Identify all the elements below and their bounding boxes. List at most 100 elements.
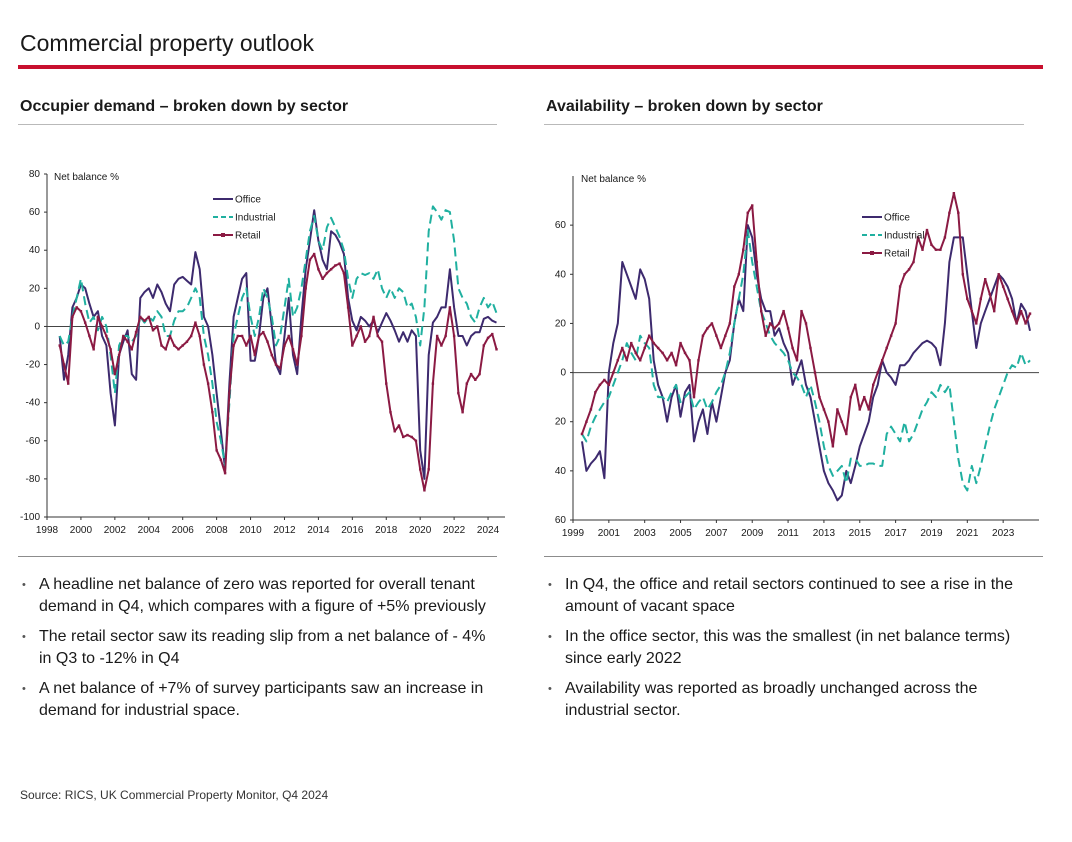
title-divider (18, 65, 1043, 69)
retail-point (997, 273, 1000, 276)
retail-point (228, 391, 231, 395)
retail-point (840, 420, 844, 423)
retail-point (58, 344, 61, 347)
retail-point (719, 346, 723, 350)
right-bullet-1: In Q4, the office and retail sectors con… (546, 574, 1026, 618)
retail-point (647, 334, 651, 337)
retail-point (782, 309, 785, 313)
retail-point (427, 468, 430, 471)
retail-point (952, 192, 956, 195)
retail-point (630, 341, 633, 345)
retail-point (211, 410, 214, 414)
retail-point (733, 285, 736, 288)
retail-point (355, 334, 358, 338)
series-line-retail (58, 253, 498, 492)
legend-label-office: Office (235, 195, 261, 206)
retail-point (334, 264, 337, 267)
retail-point (274, 363, 278, 366)
y-axis-label: Net balance % (54, 172, 119, 183)
x-tick-label: 2005 (669, 528, 692, 539)
x-tick-label: 2020 (409, 525, 432, 536)
retail-point (831, 445, 835, 448)
retail-point (759, 309, 763, 313)
retail-point (113, 372, 117, 376)
retail-point (92, 348, 95, 351)
retail-point (961, 273, 965, 276)
retail-point (755, 260, 758, 264)
retail-point (701, 334, 705, 337)
retail-point (296, 363, 299, 366)
retail-point (346, 306, 350, 309)
y-tick-label: 60 (555, 220, 567, 231)
retail-point (661, 351, 664, 355)
left-bullet-2: The retail sector saw its reading slip f… (20, 626, 500, 670)
x-tick-label: 2009 (741, 528, 764, 539)
retail-point (67, 382, 70, 385)
retail-point (126, 340, 129, 343)
retail-point (457, 391, 460, 395)
x-tick-label: 1999 (562, 528, 585, 539)
y-tick-label: 60 (29, 207, 41, 218)
retail-point (764, 334, 767, 337)
retail-point (616, 359, 620, 362)
legend-label-industrial: Industrial (235, 213, 276, 224)
retail-point (670, 351, 673, 355)
retail-point (813, 371, 817, 374)
series-line-industrial (581, 229, 1031, 492)
retail-point (325, 271, 329, 275)
retail-point (988, 292, 991, 296)
retail-point (639, 359, 642, 362)
x-tick-label: 2008 (206, 525, 229, 536)
retail-point (160, 344, 163, 347)
retail-point (580, 432, 584, 436)
retail-point (594, 391, 597, 394)
retail-point (912, 260, 915, 264)
retail-point (898, 285, 902, 288)
retail-point (151, 329, 155, 332)
retail-point (219, 458, 223, 462)
retail-point (818, 395, 821, 399)
retail-point (979, 297, 982, 301)
retail-point (181, 344, 184, 347)
retail-point (376, 334, 379, 338)
retail-point (948, 211, 951, 215)
retail-point (692, 395, 696, 399)
series-line-industrial (58, 205, 498, 467)
retail-point (189, 334, 193, 338)
retail-point (863, 395, 866, 399)
retail-point (706, 327, 709, 330)
retail-point (652, 341, 655, 345)
retail-point (634, 351, 637, 355)
retail-point (122, 334, 125, 338)
retail-point (679, 341, 682, 345)
retail-point (249, 334, 252, 338)
x-tick-label: 2021 (956, 528, 979, 539)
retail-point (279, 367, 282, 370)
y-tick-label: 80 (29, 169, 41, 180)
retail-point (469, 372, 473, 376)
retail-point (177, 348, 180, 351)
x-tick-label: 2007 (705, 528, 728, 539)
retail-point (966, 297, 969, 301)
legend-label-industrial: Industrial (884, 231, 925, 242)
retail-point (143, 319, 146, 322)
retail-point (889, 334, 893, 337)
retail-point (845, 432, 848, 436)
retail-point (385, 382, 388, 385)
retail-point (173, 344, 176, 347)
retail-point (139, 315, 142, 319)
retail-point (359, 325, 363, 328)
retail-point (185, 340, 189, 343)
retail-point (598, 383, 602, 387)
series-line-office (58, 209, 497, 480)
legend-label-retail: Retail (235, 231, 261, 242)
retail-point (688, 359, 691, 362)
retail-point (253, 353, 256, 357)
left-bullet-1: A headline net balance of zero was repor… (20, 574, 500, 618)
x-tick-label: 2022 (443, 525, 466, 536)
retail-point (452, 334, 456, 338)
retail-point (746, 211, 749, 215)
x-tick-label: 2013 (813, 528, 836, 539)
retail-point (916, 236, 920, 239)
retail-point (206, 382, 210, 385)
